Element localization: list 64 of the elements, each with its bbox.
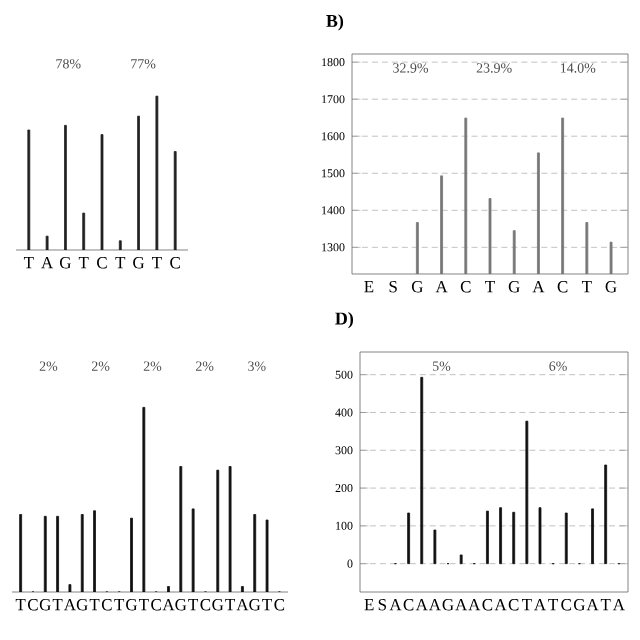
x-tick-label: A xyxy=(612,599,625,611)
chart-title: B) xyxy=(326,14,344,31)
x-tick-label: A xyxy=(236,599,249,611)
x-tick-label: A xyxy=(428,599,441,611)
x-tick-label: C xyxy=(27,599,38,611)
x-tick-label: T xyxy=(188,599,199,611)
x-tick-label: C xyxy=(460,281,471,293)
x-tick-label: G xyxy=(39,599,51,611)
x-tick-label: G xyxy=(411,281,423,293)
x-tick-label: C xyxy=(151,599,161,611)
x-tick-label: T xyxy=(485,281,495,293)
x-tick-label: T xyxy=(548,599,559,611)
x-tick-label: E xyxy=(364,599,374,611)
x-tick-label: A xyxy=(534,599,546,611)
x-tick-label: C xyxy=(97,257,107,269)
x-tick-label: A xyxy=(41,257,54,269)
x-tick-label: T xyxy=(23,257,34,269)
x-tick-label: A xyxy=(415,599,428,611)
x-tick-label: G xyxy=(126,599,138,611)
x-tick-label: G xyxy=(59,257,71,269)
x-tick-label: T xyxy=(152,257,162,269)
x-tick-label: G xyxy=(76,599,88,611)
x-tick-label: A xyxy=(455,599,468,611)
x-tick-label: C xyxy=(200,599,211,611)
x-tick-label: G xyxy=(605,281,617,293)
x-tick-label: T xyxy=(89,599,100,611)
x-tick-label: C xyxy=(170,257,180,269)
chart-title: D) xyxy=(335,311,354,329)
x-tick-label: C xyxy=(557,281,568,293)
x-tick-label: C xyxy=(508,599,519,611)
x-tick-label: T xyxy=(600,599,611,611)
x-tick-label: G xyxy=(442,599,454,611)
x-tick-label: T xyxy=(225,599,235,611)
x-tick-label: G xyxy=(249,599,261,611)
x-tick-label: E xyxy=(364,281,374,293)
x-tick-label: T xyxy=(138,599,149,611)
x-tick-label: T xyxy=(78,257,89,269)
x-tick-label: G xyxy=(133,257,145,269)
x-tick-label: T xyxy=(114,599,125,611)
x-tick-label: A xyxy=(389,599,402,611)
x-tick-label: G xyxy=(508,281,520,293)
x-tick-label: S xyxy=(389,281,397,293)
x-tick-label: A xyxy=(63,599,76,611)
x-tick-label: T xyxy=(15,599,26,611)
x-tick-label: T xyxy=(581,281,592,293)
x-tick-label: C xyxy=(101,599,112,611)
x-tick-label: A xyxy=(586,599,599,611)
x-tick-label: A xyxy=(435,281,448,293)
x-tick-label: T xyxy=(521,599,532,611)
x-tick-label: A xyxy=(494,599,507,611)
x-tick-label: A xyxy=(468,599,481,611)
x-tick-label: A xyxy=(162,599,175,611)
x-tick-label: T xyxy=(52,599,63,611)
x-tick-label: G xyxy=(212,599,224,611)
x-tick-label: T xyxy=(115,257,126,269)
x-tick-label: G xyxy=(573,599,585,611)
x-tick-label: G xyxy=(175,599,187,611)
x-tick-label: S xyxy=(378,599,386,611)
x-tick-label: C xyxy=(482,599,493,611)
x-tick-label: T xyxy=(262,599,272,611)
x-tick-label: C xyxy=(561,599,571,611)
x-tick-label: C xyxy=(274,599,285,611)
x-tick-label: C xyxy=(403,599,414,611)
x-tick-label: A xyxy=(532,281,545,293)
